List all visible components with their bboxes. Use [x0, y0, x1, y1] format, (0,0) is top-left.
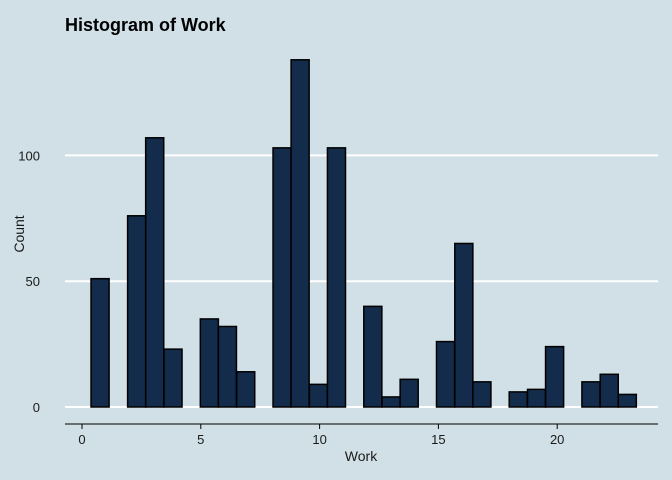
y-tick-label-0: 0: [33, 400, 40, 415]
y-axis: 0 50 100: [18, 148, 40, 415]
x-axis-label: Work: [345, 448, 378, 464]
bar-1: [126, 215, 147, 408]
x-tick-label-0: 0: [78, 432, 85, 447]
bar-8: [290, 59, 310, 408]
x-axis: 0 5 10 15 20: [65, 423, 658, 447]
x-tick-label-20: 20: [550, 432, 564, 447]
y-axis-label: Count: [11, 215, 27, 252]
bar-17: [508, 391, 529, 408]
bars: [90, 59, 638, 408]
bar-11: [363, 305, 383, 408]
bar-2: [144, 137, 165, 408]
x-tick-label-10: 10: [312, 432, 326, 447]
bar-22: [617, 393, 638, 408]
bar-6: [235, 371, 256, 408]
bar-15: [454, 242, 474, 408]
bar-10: [326, 147, 347, 408]
x-tick-label-15: 15: [431, 432, 445, 447]
bar-16: [472, 381, 492, 408]
bar-3: [163, 348, 183, 408]
bar-20: [581, 381, 601, 408]
bar-12: [381, 396, 401, 408]
bar-21: [599, 373, 620, 408]
bar-19: [544, 345, 565, 408]
bar-4: [199, 318, 220, 408]
bar-9: [308, 383, 329, 408]
chart-title: Histogram of Work: [65, 15, 227, 35]
bar-7: [272, 147, 292, 408]
y-tick-label-50: 50: [26, 274, 40, 289]
bar-14: [435, 340, 456, 408]
bar-13: [399, 378, 419, 408]
x-tick-label-5: 5: [197, 432, 204, 447]
y-tick-label-100: 100: [18, 148, 40, 163]
bar-18: [526, 388, 547, 408]
bar-5: [217, 325, 238, 408]
bar-0: [90, 277, 110, 408]
